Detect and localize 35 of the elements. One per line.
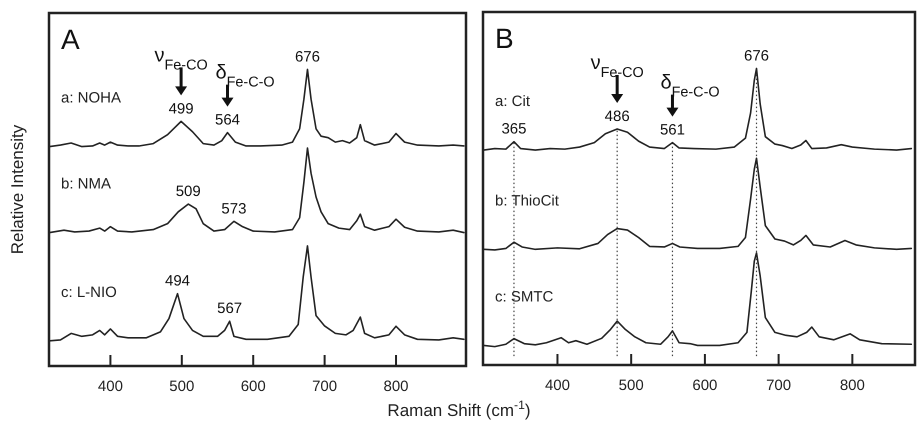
text: b: ThioCit <box>495 192 560 210</box>
x-tick-label: 600 <box>240 378 266 395</box>
annotation: 365 <box>501 120 526 138</box>
annotation: ν$_{Fe-CO}$ <box>590 52 644 81</box>
annotation: 494 <box>165 272 190 290</box>
x-tick-label: 500 <box>169 378 194 395</box>
y-axis-title: Relative Intensity <box>8 124 27 254</box>
x-tick-label: 800 <box>384 378 409 395</box>
series-label: c: L-NIO <box>61 284 117 301</box>
annotation: δ$_{Fe-C-O}$ <box>660 72 720 101</box>
annotation: δ$_{Fe-C-O}$ <box>216 62 275 91</box>
text: b: NMA <box>61 176 112 193</box>
x-tick-label: 400 <box>544 377 570 394</box>
text: c: SMTC <box>495 288 554 306</box>
x-axis-title: Raman Shift (cm$^{-1}$) <box>387 398 531 420</box>
annotation: 567 <box>217 300 242 318</box>
text: a: Cit <box>495 93 531 110</box>
chart-title: A <box>61 24 80 55</box>
x-tick-label: 800 <box>840 377 865 394</box>
annotation: 561 <box>660 122 685 139</box>
x-tick-label: 700 <box>312 378 338 395</box>
chart-title: B <box>495 23 514 54</box>
text: a: NOHA <box>61 90 122 107</box>
x-tick-label: 600 <box>692 377 718 394</box>
annotation: 573 <box>221 200 246 218</box>
annotation: 509 <box>176 183 201 200</box>
annotation: 486 <box>604 108 630 125</box>
annotation: 564 <box>214 112 240 129</box>
x-tick-label: 400 <box>98 378 123 395</box>
x-tick-label: 700 <box>766 377 792 394</box>
annotation: 499 <box>168 100 194 118</box>
annotation: 676 <box>744 47 770 64</box>
x-tick-label: 500 <box>618 377 644 394</box>
annotation: 676 <box>294 48 320 66</box>
annotation: ν$_{Fe-CO}$ <box>154 44 208 74</box>
